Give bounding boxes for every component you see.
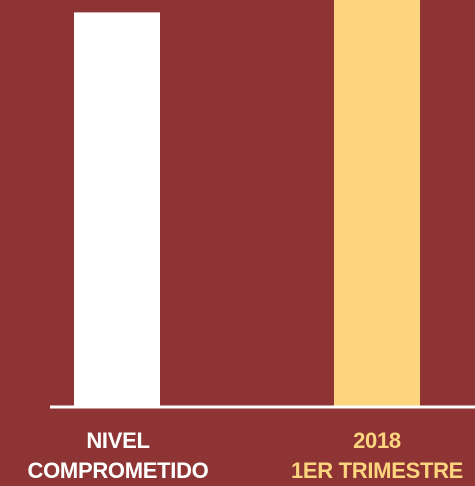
category-label-line: COMPROMETIDO — [27, 458, 209, 483]
bar-0 — [74, 12, 160, 407]
category-label-line: 1ER TRIMESTRE — [290, 458, 464, 483]
bar-1 — [334, 0, 420, 406]
category-label-line: 2018 — [353, 428, 401, 453]
category-label-line: NIVEL — [86, 428, 150, 453]
category-label-nivel-comprometido: NIVEL COMPROMETIDO — [18, 426, 218, 486]
category-label-2018-1er-trimestre: 2018 1ER TRIMESTRE — [277, 426, 475, 486]
